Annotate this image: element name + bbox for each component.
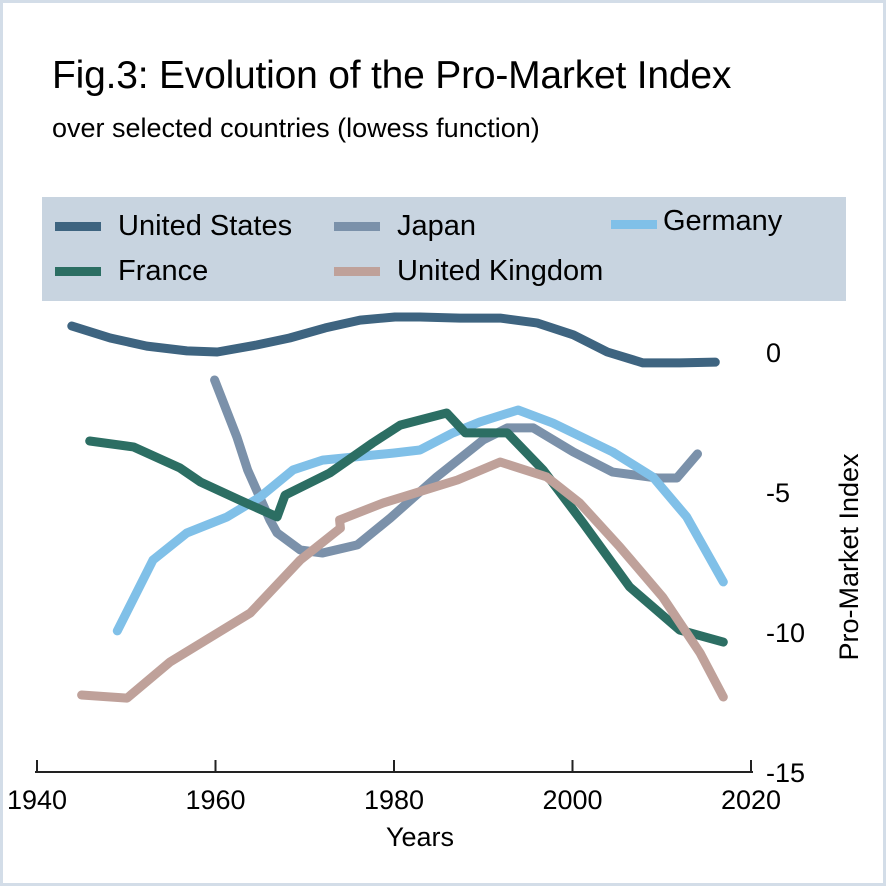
x-tick-label: 1940 [7,785,67,815]
y-axis-title: Pro-Market Index [834,453,864,661]
x-tick-label: 2000 [542,785,602,815]
y-ticks: 0 -5 -10 -15 [766,338,805,788]
legend-label-germany: Germany [663,205,783,237]
y-tick-label: -5 [766,478,790,508]
series-line-united-states [67,312,720,368]
series-layer [67,312,728,703]
y-tick-label: -15 [766,758,805,788]
x-tick-label: 2020 [721,785,781,815]
legend-swatch-japan [334,222,380,231]
y-tick-label: -10 [766,618,805,648]
legend-item-united-kingdom: United Kingdom [334,255,603,288]
legend-item-japan: Japan [334,210,476,243]
legend-item-united-states: United States [55,210,292,243]
y-tick-label: 0 [766,338,781,368]
legend-label-united-states: United States [118,210,293,242]
x-tick-label: 1960 [185,785,245,815]
legend-swatch-germany [611,220,657,229]
chart-title: Fig.3: Evolution of the Pro-Market Index [52,54,732,97]
x-axis-title: Years [386,822,454,852]
legend-label-france: France [118,255,209,287]
series-line-germany [112,405,728,636]
legend-swatch-france [55,267,101,276]
legend-item-germany: Germany [611,205,782,238]
chart-subtitle: over selected countries (lowess function… [52,113,540,143]
x-tick-label: 1980 [364,785,424,815]
series-line-japan [210,375,702,558]
series-line-united-kingdom [77,457,728,703]
legend-swatch-united-kingdom [334,267,380,276]
x-ticks: 1940 1960 1980 2000 2020 [7,760,781,815]
legend-item-france: France [55,255,208,288]
legend-label-united-kingdom: United Kingdom [397,255,604,287]
legend-swatch-united-states [55,222,101,231]
series-line-france [85,408,728,647]
legend: United States Japan Germany France Unite… [42,197,846,301]
legend-label-japan: Japan [397,210,477,242]
